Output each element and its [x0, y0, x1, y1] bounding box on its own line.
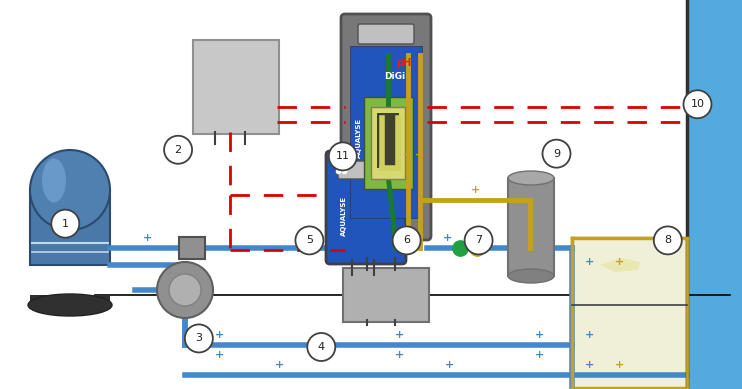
Text: AQUALYSE: AQUALYSE — [356, 118, 362, 158]
Circle shape — [329, 142, 357, 170]
Text: 9: 9 — [553, 149, 560, 159]
Text: +: + — [143, 233, 153, 243]
Text: AQUALYSE: AQUALYSE — [341, 196, 347, 236]
Circle shape — [295, 226, 324, 254]
FancyBboxPatch shape — [350, 46, 422, 218]
Polygon shape — [600, 258, 640, 272]
Text: pH: pH — [396, 58, 412, 68]
Circle shape — [157, 262, 213, 318]
Ellipse shape — [30, 150, 110, 230]
Text: +: + — [470, 185, 479, 195]
Ellipse shape — [508, 269, 554, 283]
FancyBboxPatch shape — [30, 295, 110, 307]
Text: +: + — [416, 150, 424, 160]
FancyBboxPatch shape — [687, 0, 742, 389]
Text: +: + — [444, 233, 453, 243]
Text: +: + — [215, 350, 225, 360]
FancyBboxPatch shape — [358, 24, 414, 44]
Text: 4: 4 — [318, 342, 325, 352]
Text: +: + — [536, 330, 545, 340]
Circle shape — [683, 90, 712, 118]
Circle shape — [542, 140, 571, 168]
Ellipse shape — [508, 171, 554, 185]
Text: 6: 6 — [403, 235, 410, 245]
Text: +: + — [395, 330, 404, 340]
Text: +: + — [445, 360, 455, 370]
Text: +: + — [404, 150, 413, 160]
Text: 5: 5 — [306, 235, 313, 245]
Text: DiGi: DiGi — [384, 72, 405, 81]
FancyBboxPatch shape — [364, 97, 413, 189]
FancyBboxPatch shape — [343, 268, 429, 322]
FancyBboxPatch shape — [193, 40, 279, 134]
Text: 10: 10 — [691, 99, 704, 109]
FancyBboxPatch shape — [30, 190, 110, 265]
Text: +: + — [615, 257, 625, 267]
Text: 7: 7 — [475, 235, 482, 245]
Text: 1: 1 — [62, 219, 69, 229]
Circle shape — [654, 226, 682, 254]
FancyBboxPatch shape — [508, 178, 554, 276]
Text: +: + — [215, 330, 225, 340]
Text: +: + — [615, 360, 625, 370]
Text: +: + — [306, 233, 315, 243]
Circle shape — [51, 210, 79, 238]
Text: +: + — [536, 350, 545, 360]
FancyBboxPatch shape — [179, 237, 205, 259]
Text: +: + — [585, 330, 594, 340]
Text: +: + — [585, 257, 594, 267]
FancyBboxPatch shape — [341, 14, 431, 240]
Circle shape — [169, 274, 201, 306]
FancyBboxPatch shape — [570, 290, 742, 389]
FancyBboxPatch shape — [572, 238, 687, 388]
Text: +: + — [275, 360, 285, 370]
Text: 2: 2 — [174, 145, 182, 155]
Circle shape — [164, 136, 192, 164]
FancyBboxPatch shape — [574, 240, 685, 386]
FancyBboxPatch shape — [338, 161, 394, 179]
Circle shape — [464, 226, 493, 254]
FancyBboxPatch shape — [326, 151, 406, 264]
FancyBboxPatch shape — [377, 113, 399, 168]
FancyBboxPatch shape — [371, 107, 405, 179]
Text: +: + — [395, 350, 404, 360]
Text: 8: 8 — [664, 235, 672, 245]
Circle shape — [185, 324, 213, 352]
Text: 11: 11 — [336, 151, 349, 161]
Text: 3: 3 — [195, 333, 203, 343]
Ellipse shape — [28, 294, 112, 316]
Circle shape — [393, 226, 421, 254]
Circle shape — [307, 333, 335, 361]
Ellipse shape — [42, 158, 66, 202]
FancyBboxPatch shape — [30, 190, 110, 265]
Text: +: + — [585, 360, 594, 370]
